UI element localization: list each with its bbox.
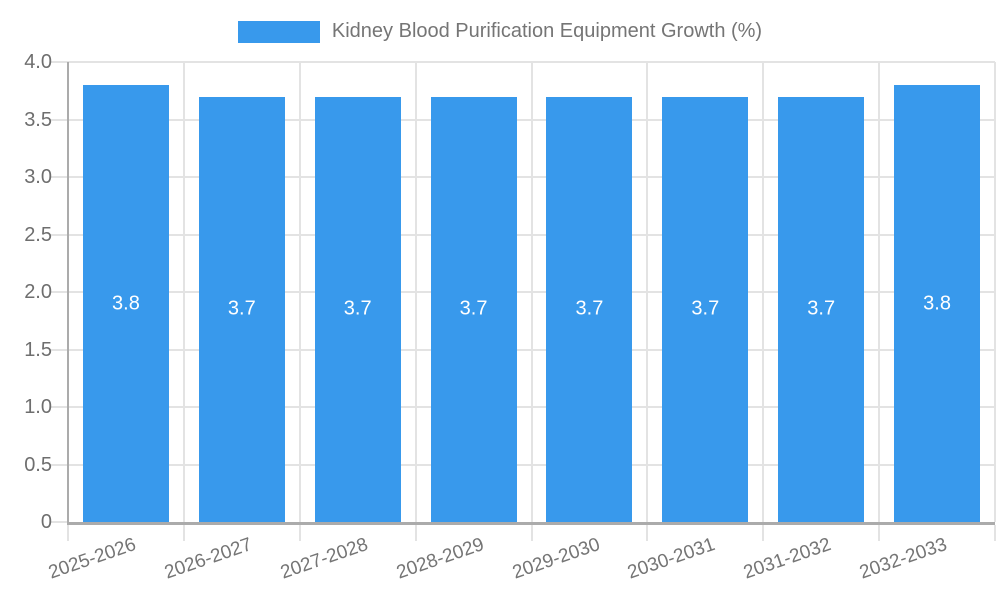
bar[interactable]: 3.8 [82,85,169,522]
bar[interactable]: 3.8 [894,85,981,522]
y-axis-tick-label: 0 [40,511,52,533]
y-axis-tick-label: 2.0 [24,281,52,303]
bar-value-label: 3.7 [459,297,488,320]
y-axis-tick [50,118,68,121]
x-axis-tick [530,525,533,541]
y-axis-tick [50,61,68,63]
x-axis-tick [994,525,996,541]
bar[interactable]: 3.7 [662,96,749,522]
x-gridline [298,62,301,522]
bar[interactable]: 3.7 [198,96,285,522]
bar[interactable]: 3.7 [546,96,633,522]
x-axis-tick-label: 2029-2030 [509,534,603,584]
x-axis-tick [762,525,765,541]
x-axis-tick [414,525,417,541]
x-axis-tick-label: 2031-2032 [741,534,835,584]
bar-value-label: 3.8 [923,292,951,314]
x-gridline [414,62,417,522]
bar-value-label: 3.8 [112,292,140,314]
y-axis-tick [50,463,68,466]
legend-label: Kidney Blood Purification Equipment Grow… [331,20,763,42]
y-axis-tick [50,406,68,408]
x-axis-tick-label: 2030-2031 [625,534,719,584]
legend-swatch [237,20,320,43]
x-axis-tick-label: 2026-2027 [161,534,255,584]
x-axis-tick-label: 2028-2029 [393,534,487,584]
x-axis-tick [646,525,649,541]
x-gridline [646,62,649,522]
chart-legend[interactable]: Kidney Blood Purification Equipment Grow… [0,20,1000,43]
y-axis-tick-label: 3.5 [24,108,52,131]
x-gridline [762,62,765,522]
bar-value-label: 3.7 [227,297,256,320]
x-axis-tick [298,525,301,541]
y-axis-tick [50,176,68,178]
x-axis-tick-label: 2032-2033 [857,534,950,584]
bar-value-label: 3.7 [343,297,372,320]
bar-value-label: 3.7 [575,297,604,320]
y-axis-tick [50,348,68,351]
bar-value-label: 3.7 [807,297,836,320]
bar[interactable]: 3.7 [778,96,865,522]
y-axis-tick-label: 1.0 [24,396,52,418]
bar[interactable]: 3.7 [314,96,401,522]
x-axis-tick [878,525,881,541]
y-axis-tick [50,233,68,236]
x-axis-tick-label: 2027-2028 [277,534,371,584]
bar-value-label: 3.7 [691,297,720,320]
x-gridline [994,62,996,522]
y-axis-tick-label: 1.5 [24,338,52,361]
x-axis-tick-label: 2025-2026 [46,534,139,584]
y-axis-tick-label: 0.5 [24,453,52,476]
x-axis-tick [182,525,185,541]
x-gridline [878,62,881,522]
y-axis-tick-label: 4.0 [24,51,52,73]
x-gridline [182,62,185,522]
bar[interactable]: 3.7 [430,96,517,522]
y-axis-line [67,62,69,525]
y-axis-tick [50,291,68,293]
y-axis-tick [50,521,68,523]
x-axis-tick [67,525,69,541]
x-axis-line [68,522,995,525]
x-gridline [530,62,533,522]
y-axis-tick-label: 3.0 [24,166,52,188]
y-axis-tick-label: 2.5 [24,223,52,246]
